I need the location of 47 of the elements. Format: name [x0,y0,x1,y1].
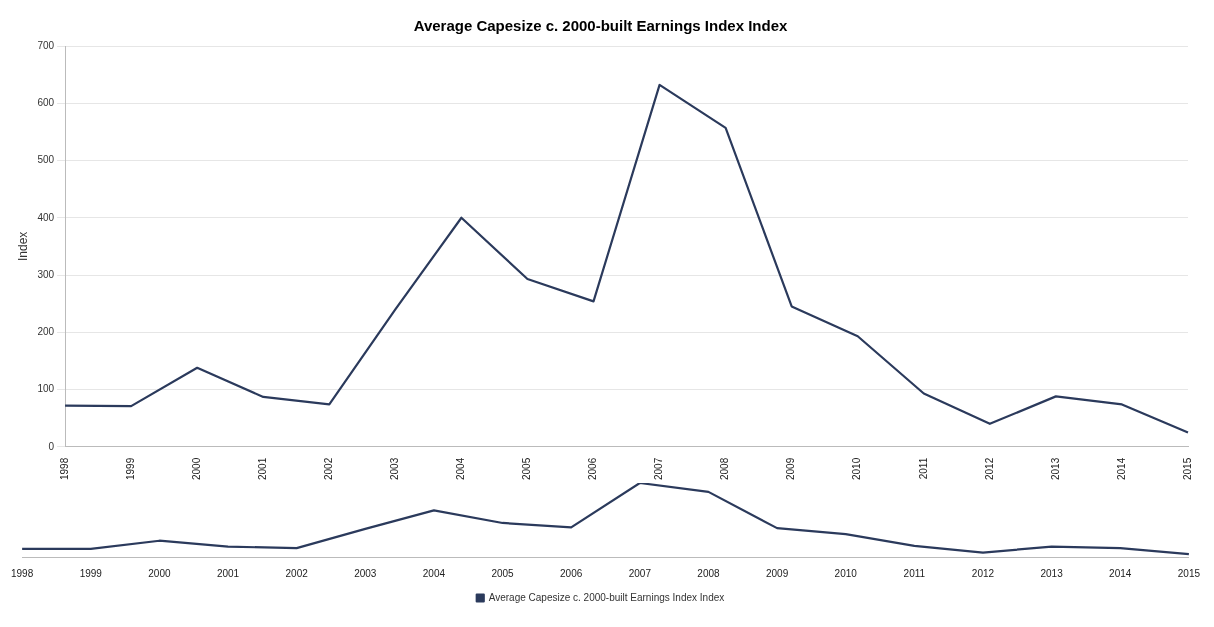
x-tick-label: 2002 [323,457,335,480]
y-tick-label: 100 [37,383,55,395]
x-tick-label: 2007 [628,567,652,579]
x-tick-label: 2008 [719,457,731,480]
y-tick-label: 600 [37,97,55,108]
y-tick-label: 400 [37,211,55,223]
y-tick-label: 300 [37,268,55,280]
chart-title: Average Capesize c. 2000-built Earnings Index Index [413,17,789,35]
x-tick-label: 2003 [389,457,401,480]
x-tick-label: 2010 [834,567,858,579]
x-tick-label: 2014 [1109,567,1132,579]
x-tick-label: 2011 [903,567,926,579]
x-tick-label: 2004 [422,567,446,579]
x-tick-label: 2002 [285,567,309,579]
x-tick-label: 2006 [560,567,583,579]
x-tick-label: 2008 [697,567,721,579]
x-tick-label: 2009 [765,567,789,579]
x-tick-label: 1998 [58,457,70,480]
x-tick-label: 2006 [587,457,599,480]
x-tick-label: 2003 [354,567,377,579]
x-tick-label: 2010 [851,457,863,480]
x-tick-label: 2009 [785,457,797,480]
x-tick-label: 2004 [455,457,467,480]
x-tick-label: 2011 [917,457,929,480]
x-tick-label: 1999 [124,457,136,480]
x-tick-label: 2007 [653,457,665,480]
x-tick-label: 1999 [79,567,103,579]
y-tick-label: 700 [37,39,55,51]
y-tick-label: 0 [48,440,55,452]
x-tick-label: 2014 [1115,457,1127,480]
x-tick-label: 1998 [11,567,34,579]
x-tick-label: 2015 [1177,567,1201,579]
x-tick-label: 2001 [257,457,268,480]
x-tick-label: 2000 [148,567,171,579]
x-tick-label: 2001 [216,567,240,579]
x-tick-label: 2013 [1049,457,1061,480]
x-tick-label: 2005 [491,567,515,579]
legend-label: Average Capesize c. 2000-built Earnings Index Index [488,591,725,603]
y-axis-title: Index [15,231,30,262]
x-tick-label: 2012 [971,567,995,579]
y-tick-label: 200 [37,326,55,337]
x-tick-label: 2000 [190,457,202,480]
y-tick-label: 500 [37,154,55,166]
x-tick-label: 2015 [1181,457,1193,480]
x-tick-label: 2005 [521,457,533,480]
x-tick-label: 2013 [1040,567,1064,579]
x-tick-label: 2012 [983,457,995,480]
